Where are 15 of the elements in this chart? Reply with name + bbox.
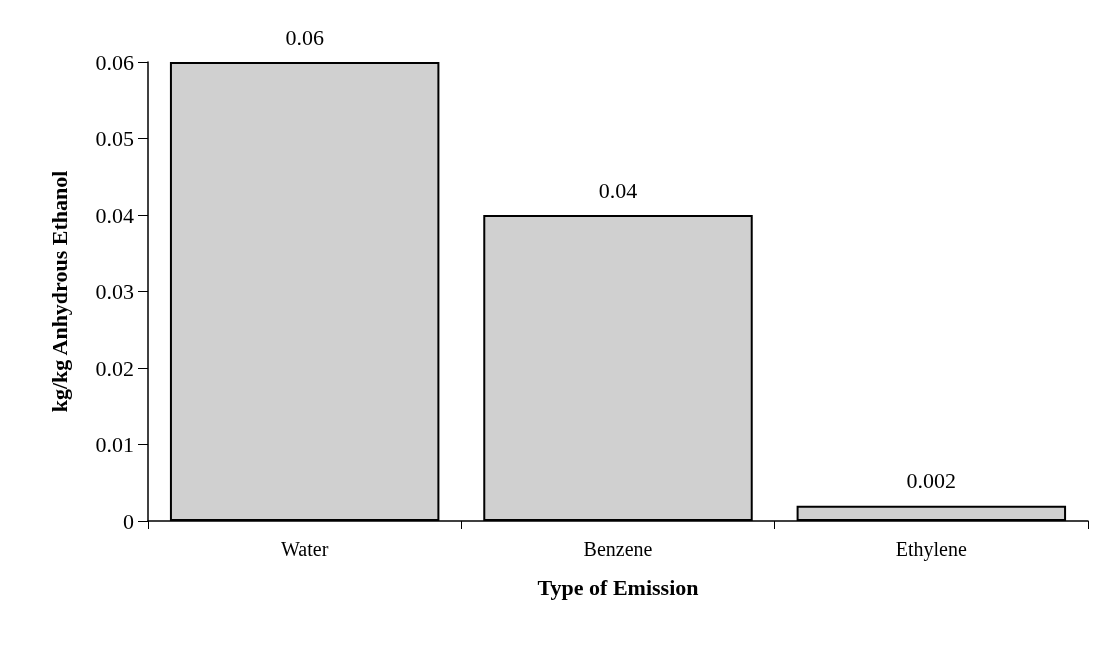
data-label: 0.04: [598, 177, 638, 203]
y-tick-label: 0.06: [95, 49, 134, 75]
data-label: 0.002: [906, 468, 957, 494]
x-tick-label: Ethylene: [895, 538, 967, 561]
data-label: 0.06: [285, 24, 324, 50]
x-tick-label: Water: [281, 538, 329, 560]
y-tick-label: 0.04: [95, 202, 134, 228]
y-tick-label: 0.03: [95, 279, 134, 304]
y-tick-label: 0.02: [95, 355, 134, 381]
y-tick-label: 0.01: [95, 432, 134, 457]
y-tick-label: 0: [123, 508, 134, 534]
y-tick-label: 0.05: [95, 126, 134, 151]
x-axis-title: Type of Emission: [537, 574, 699, 600]
y-axis-title: kg/kg Anhydrous Ethanol: [46, 170, 72, 413]
x-tick-label: Benzene: [583, 538, 653, 560]
